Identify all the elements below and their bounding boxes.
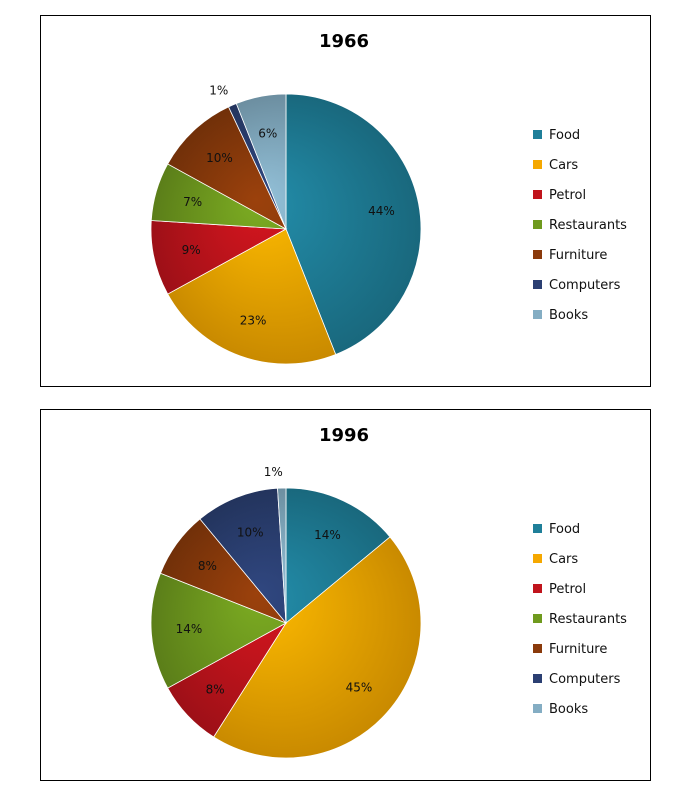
pie-chart-1996: 1996 14% 45% 8% 14% 8% 10% 1% Food Cars Petrol Rest…: [40, 409, 651, 781]
legend-swatch-restaurants: [533, 614, 542, 623]
pie-slice-food: [285, 93, 422, 356]
pie-slice-furniture: [167, 106, 287, 230]
legend-label-books: Books: [549, 308, 588, 323]
legend-swatch-books: [533, 704, 542, 713]
legend-label-cars: Cars: [549, 552, 578, 567]
legend-label-computers: Computers: [549, 278, 621, 293]
legend-label-computers: Computers: [549, 672, 621, 687]
legend-swatch-cars: [533, 554, 542, 563]
slice-label-petrol: 8%: [206, 683, 225, 697]
legend-label-petrol: Petrol: [549, 188, 586, 203]
legend-label-restaurants: Restaurants: [549, 612, 627, 627]
slice-label-food: 14%: [314, 528, 341, 542]
pie-chart-1966: 1966 44% 23% 9% 7% 10% 1% 6% Food Cars Petrol Resta…: [40, 15, 651, 387]
legend-swatch-books: [533, 310, 542, 319]
pie-slice-cars: [167, 228, 337, 365]
pie-slice-cars: [213, 536, 422, 759]
slice-label-furniture: 10%: [206, 151, 233, 165]
legend-swatch-cars: [533, 160, 542, 169]
legend-swatch-food: [533, 524, 542, 533]
legend-label-restaurants: Restaurants: [549, 218, 627, 233]
legend-swatch-petrol: [533, 584, 542, 593]
slice-label-furniture: 8%: [198, 559, 217, 573]
slice-label-cars: 45%: [346, 680, 373, 694]
pie-chart-1996-svg: 1996 14% 45% 8% 14% 8% 10% 1% Food Cars Petrol Rest…: [150, 425, 627, 759]
legend-label-books: Books: [549, 702, 588, 717]
legend-label-food: Food: [549, 522, 580, 537]
pie-slice-restaurants: [150, 572, 287, 689]
legend-label-furniture: Furniture: [549, 642, 607, 657]
slice-label-food: 44%: [368, 204, 395, 218]
legend-label-furniture: Furniture: [549, 248, 607, 263]
legend-label-petrol: Petrol: [549, 582, 586, 597]
slice-label-computers: 10%: [237, 526, 264, 540]
chart-title: 1966: [319, 31, 369, 52]
chart-title: 1996: [319, 425, 369, 446]
legend-swatch-petrol: [533, 190, 542, 199]
slice-label-cars: 23%: [240, 314, 267, 328]
legend: Food Cars Petrol Restaurants Furniture Comput…: [533, 522, 627, 717]
pie-slices: [150, 93, 422, 365]
pie-slice-food: [285, 487, 391, 624]
legend-swatch-computers: [533, 674, 542, 683]
slice-label-restaurants: 7%: [183, 195, 202, 209]
pie-slice-books: [235, 93, 287, 230]
slice-label-computers: 1%: [209, 83, 228, 97]
legend-swatch-restaurants: [533, 220, 542, 229]
pie-slices: [150, 487, 422, 759]
legend: Food Cars Petrol Restaurants Furniture Comput…: [533, 128, 627, 323]
slice-label-petrol: 9%: [182, 243, 201, 257]
pie-chart-1966-svg: 1966 44% 23% 9% 7% 10% 1% 6% Food Cars Petrol Resta…: [150, 31, 627, 365]
pie-slice-books: [277, 487, 287, 624]
legend-swatch-computers: [533, 280, 542, 289]
slice-label-restaurants: 14%: [176, 622, 203, 636]
legend-label-food: Food: [549, 128, 580, 143]
legend-swatch-food: [533, 130, 542, 139]
slice-label-books: 6%: [258, 127, 277, 141]
legend-swatch-furniture: [533, 250, 542, 259]
legend-label-cars: Cars: [549, 158, 578, 173]
slice-label-books: 1%: [264, 465, 283, 479]
pie-slice-computers: [199, 487, 287, 625]
legend-swatch-furniture: [533, 644, 542, 653]
